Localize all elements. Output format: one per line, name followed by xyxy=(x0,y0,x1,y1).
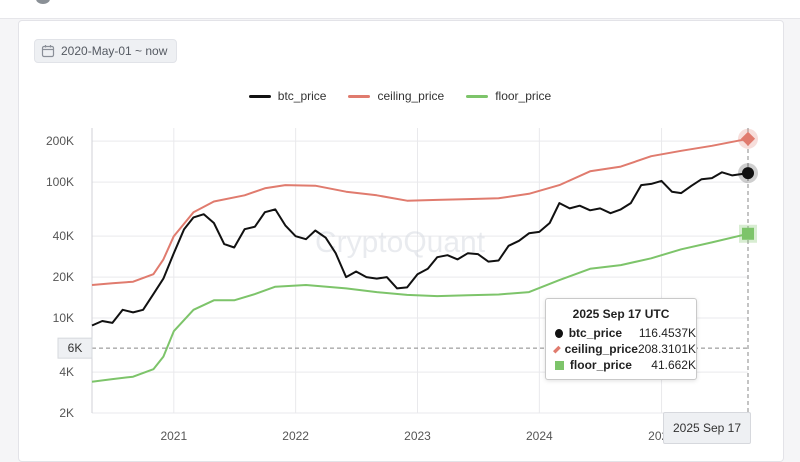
end-markers xyxy=(738,128,758,243)
top-bar xyxy=(0,0,800,19)
square-marker-icon xyxy=(555,360,564,370)
ceiling-end-marker xyxy=(740,131,756,146)
calendar-icon xyxy=(41,45,55,58)
y-tick-label: 20K xyxy=(53,270,74,284)
x-tick-label: 2024 xyxy=(526,429,553,443)
series xyxy=(91,137,749,383)
circle-marker-icon xyxy=(555,328,563,338)
series-line-floor-price xyxy=(91,232,749,383)
tooltip-title: 2025 Sep 17 UTC xyxy=(572,307,670,321)
x-tick-label: 2021 xyxy=(160,429,187,443)
tooltip-series-value: 208.3101K xyxy=(637,342,696,356)
tooltip-row-ceiling: ceiling_price 208.3101K xyxy=(546,341,696,357)
y-tick-label: 4K xyxy=(59,365,74,379)
crosshair-y-label: 6K xyxy=(68,341,83,355)
legend-item-floor-price[interactable]: floor_price xyxy=(466,89,551,103)
date-range-button[interactable]: 2020-May-01 ~ now xyxy=(34,39,178,63)
series-line-ceiling-price xyxy=(91,137,749,286)
y-tick-label: 2K xyxy=(59,406,74,420)
y-tick-label: 40K xyxy=(53,229,74,243)
y-tick-label: 200K xyxy=(46,134,74,148)
chart-plot[interactable]: CryptoQuant 200K 100K 40K 20K 10K 4K 2K 2021 202… xyxy=(0,0,800,450)
legend-swatch-btc xyxy=(248,94,271,98)
chart-card xyxy=(18,20,784,462)
y-tick-label: 100K xyxy=(46,175,74,189)
watermark: CryptoQuant xyxy=(315,226,486,259)
tooltip-series-name: btc_price xyxy=(568,326,623,340)
legend-label-floor: floor_price xyxy=(495,89,552,103)
legend-item-ceiling-price[interactable]: ceiling_price xyxy=(348,89,444,103)
tooltip-row-floor: floor_price 41.662K xyxy=(546,357,696,373)
tooltip-row-btc: btc_price 116.4537K xyxy=(546,325,696,341)
x-tick-label: 2022 xyxy=(282,429,309,443)
y-tick-label: 10K xyxy=(53,311,74,325)
tooltip-series-name: ceiling_price xyxy=(564,342,638,356)
legend-item-btc-price[interactable]: btc_price xyxy=(248,89,327,103)
crosshair-y-label-box xyxy=(57,337,93,359)
crosshair-date-label: 2025 Sep 17 xyxy=(663,412,751,444)
avatar[interactable] xyxy=(36,0,50,4)
legend-label-ceiling: ceiling_price xyxy=(377,89,445,103)
legend-label-btc: btc_price xyxy=(277,89,327,103)
chart-legend: btc_price ceiling_price floor_price xyxy=(0,89,800,103)
legend-swatch-floor xyxy=(466,94,489,98)
x-tick-label: 2023 xyxy=(404,429,431,443)
date-range-label: 2020-May-01 ~ now xyxy=(61,44,168,58)
series-line-btc-price xyxy=(91,171,749,327)
tooltip-series-name: floor_price xyxy=(569,358,632,372)
tooltip: 2025 Sep 17 UTC btc_price 116.4537K ceil… xyxy=(545,298,697,380)
btc-end-marker xyxy=(742,167,754,180)
tooltip-series-value: 41.662K xyxy=(651,358,696,372)
axes: 200K 100K 40K 20K 10K 4K 2K 2021 2022 2023 2024 202… xyxy=(46,128,675,443)
diamond-marker-icon xyxy=(553,345,561,353)
floor-end-marker xyxy=(742,227,754,240)
legend-swatch-ceiling xyxy=(348,94,371,98)
tooltip-series-value: 116.4537K xyxy=(638,326,696,340)
